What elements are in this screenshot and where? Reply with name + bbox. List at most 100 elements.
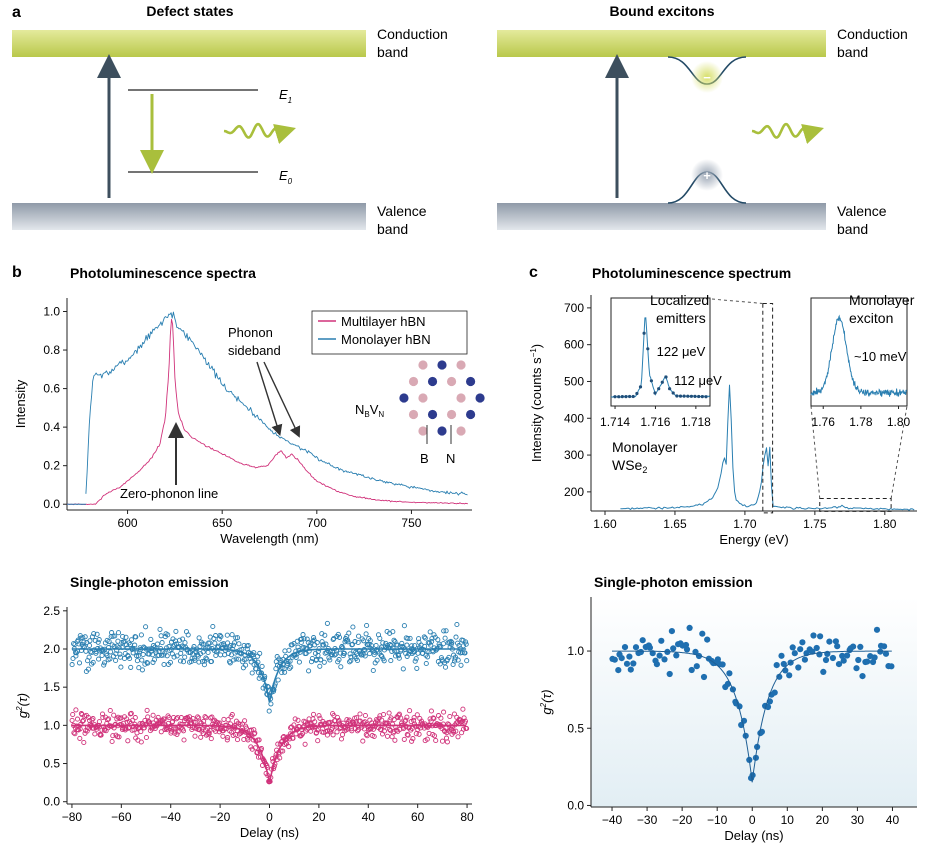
- scatter-point: [349, 641, 356, 647]
- scatter-point: [107, 707, 113, 714]
- scatter-point: [771, 689, 778, 696]
- inset-1-point: [653, 391, 657, 395]
- x-tick-label: −40: [161, 810, 182, 824]
- scatter-point: [121, 655, 128, 662]
- scatter-point: [203, 655, 209, 661]
- y-axis-label-sup: −1: [529, 348, 538, 358]
- material-name: WSe: [612, 457, 643, 473]
- x-tick-label: 650: [212, 516, 232, 530]
- scatter-point: [316, 726, 322, 732]
- scatter-point: [380, 640, 386, 646]
- y-tick-label: 0.0: [43, 795, 60, 809]
- scatter-point: [322, 632, 328, 638]
- scatter-point: [621, 644, 629, 651]
- defect-states-title: Defect states: [146, 3, 233, 19]
- scatter-point: [354, 657, 361, 664]
- x-axis-label: Delay (ns): [240, 825, 299, 840]
- scatter-point: [820, 668, 827, 676]
- scatter-point: [407, 708, 413, 714]
- scatter-point: [462, 650, 468, 656]
- scatter-point: [391, 637, 397, 643]
- scatter-point: [100, 714, 106, 721]
- scatter-point: [360, 738, 366, 744]
- defect-label: NBVN: [355, 402, 384, 419]
- scatter-point: [396, 653, 402, 659]
- scatter-point: [98, 732, 104, 738]
- scatter-point: [167, 659, 173, 665]
- zoom-box-1: [762, 302, 774, 514]
- scatter-point: [89, 634, 95, 640]
- y-tick-label: 700: [564, 301, 584, 315]
- y-axis-label: g2(τ): [539, 689, 554, 714]
- scatter-point: [196, 635, 202, 641]
- scatter-point: [281, 666, 287, 672]
- scatter-point: [452, 654, 459, 660]
- scatter-point: [113, 657, 119, 664]
- scatter-point: [401, 623, 407, 629]
- scatter-point: [387, 726, 393, 732]
- scatter-point: [109, 738, 115, 745]
- y-axis-label: Intensity (counts s−1): [529, 344, 544, 462]
- scatter-point: [855, 656, 862, 664]
- scatter-point: [299, 731, 306, 737]
- scatter-point: [374, 657, 380, 663]
- scatter-point: [299, 636, 305, 642]
- scatter-point: [442, 635, 448, 641]
- scatter-point: [104, 652, 110, 658]
- x-tick-label: 20: [312, 810, 326, 824]
- exciton-label-1: Monolayer: [849, 292, 915, 308]
- scatter-point: [428, 708, 434, 714]
- scatter-point: [215, 726, 221, 732]
- scatter-point: [159, 640, 165, 646]
- lattice-atom: [437, 426, 447, 436]
- scatter-point: [125, 738, 131, 744]
- scatter-point: [440, 641, 446, 647]
- scatter-point: [364, 622, 370, 629]
- inset-1-point: [671, 391, 675, 395]
- scatter-point: [666, 670, 673, 678]
- scatter-point: [778, 652, 785, 659]
- x-axis-label: Energy (eV): [719, 532, 788, 547]
- x-tick-label: −20: [672, 813, 693, 827]
- scatter-point: [410, 736, 416, 742]
- valence-band-right: [497, 203, 826, 230]
- x-axis-label: Wavelength (nm): [220, 531, 319, 546]
- scatter-point: [888, 663, 895, 670]
- scatter-point: [206, 645, 212, 651]
- localized-label-2: emitters: [656, 310, 706, 326]
- scatter-point: [275, 741, 281, 747]
- scatter-point: [357, 711, 363, 717]
- scatter-point: [87, 638, 93, 644]
- scatter-point: [338, 664, 344, 670]
- scatter-point: [128, 637, 135, 643]
- scatter-point: [288, 725, 294, 731]
- scatter-point: [185, 632, 191, 638]
- scatter-point: [400, 666, 406, 672]
- material-sub: 2: [642, 465, 647, 475]
- scatter-point: [402, 718, 408, 724]
- inset-1-point: [700, 395, 704, 399]
- scatter-point: [453, 634, 459, 640]
- scatter-point: [396, 655, 402, 661]
- scatter-point: [429, 638, 435, 645]
- scatter-point: [96, 637, 102, 643]
- x-tick-label: 10: [781, 813, 795, 827]
- scatter-point: [236, 641, 242, 647]
- inset-1-point: [642, 331, 646, 335]
- scatter-point: [773, 662, 780, 669]
- y-tick-label: 300: [564, 448, 584, 462]
- scatter-point: [201, 662, 207, 668]
- scatter-point: [377, 635, 383, 641]
- scatter-point: [370, 667, 376, 674]
- scatter-point: [423, 660, 429, 667]
- scatter-point: [355, 639, 361, 646]
- scatter-point: [228, 642, 234, 649]
- scatter-point: [780, 660, 787, 668]
- scatter-point: [361, 638, 367, 644]
- y-tick-label: 0.0: [567, 798, 584, 812]
- scatter-point: [431, 733, 438, 739]
- inset-1-tick-label: 1.714: [600, 415, 630, 429]
- inset-1-point: [617, 395, 621, 399]
- scatter-point: [333, 647, 339, 653]
- scatter-point: [346, 630, 352, 636]
